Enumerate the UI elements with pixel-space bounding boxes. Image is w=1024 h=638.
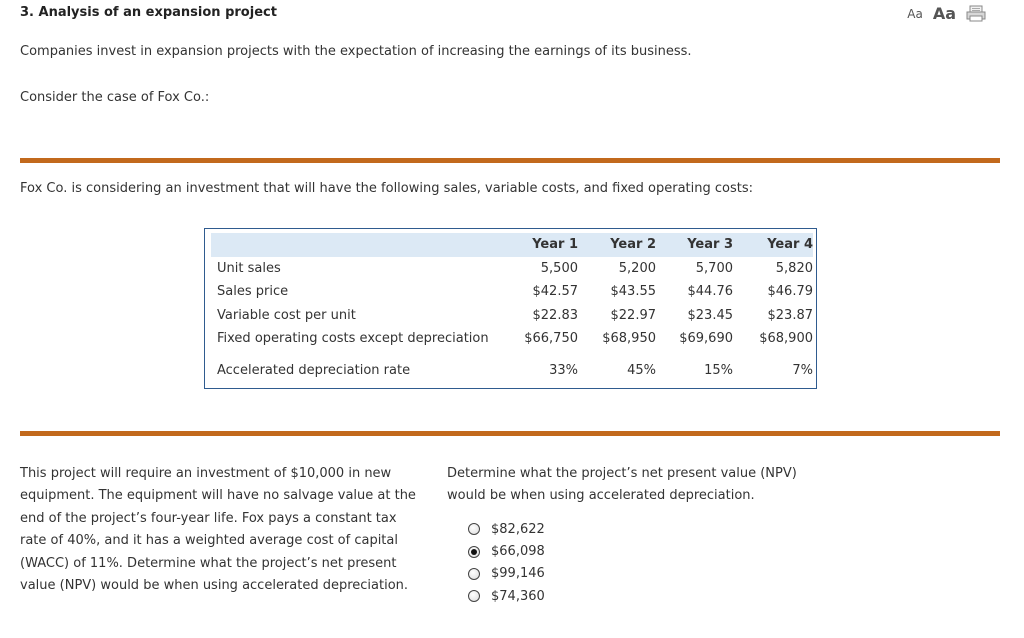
- table-cell: $22.83: [532, 307, 579, 323]
- option-label: $66,098: [491, 544, 545, 560]
- table-cell: $66,750: [524, 331, 578, 347]
- table-cell: 5,700: [695, 260, 733, 276]
- table-cell: $68,900: [759, 331, 813, 347]
- table-cell: 15%: [704, 363, 733, 378]
- table-cell: $69,690: [679, 331, 733, 347]
- table-cell: $44.76: [687, 284, 734, 300]
- header-blank: [211, 233, 511, 257]
- radio-button-icon[interactable]: [468, 590, 480, 603]
- table-cell: $43.55: [610, 284, 657, 300]
- table-cell: $22.97: [610, 307, 657, 323]
- column-header-year-2: Year 2: [610, 237, 656, 253]
- page-title: 3. Analysis of an expansion project: [20, 5, 277, 20]
- column-header-year-1: Year 1: [532, 237, 578, 253]
- table-cell: 45%: [627, 363, 656, 378]
- row-label: Variable cost per unit: [217, 307, 356, 323]
- section-divider: [20, 158, 1000, 163]
- option-label: $74,360: [491, 588, 545, 604]
- radio-button-icon[interactable]: [468, 567, 480, 580]
- table-spacer: [211, 351, 813, 359]
- problem-statement: This project will require an investment …: [20, 466, 416, 594]
- answer-option-3[interactable]: $99,146: [468, 563, 545, 585]
- column-header-year-3: Year 3: [687, 237, 733, 253]
- cost-table: Year 1 Year 2 Year 3 Year 4 Unit sales 5…: [204, 228, 817, 389]
- fox-description: Fox Co. is considering an investment tha…: [20, 181, 754, 196]
- radio-button-icon[interactable]: [468, 523, 480, 536]
- table-cell: $23.45: [687, 307, 734, 323]
- table-header-row: Year 1 Year 2 Year 3 Year 4: [211, 233, 813, 257]
- consider-text: Consider the case of Fox Co.:: [20, 90, 210, 105]
- section-divider: [20, 431, 1000, 436]
- table-cell: $68,950: [602, 331, 656, 347]
- table-cell: $46.79: [767, 284, 814, 300]
- font-size-small-button[interactable]: Aa: [907, 6, 923, 21]
- table-cell: 5,500: [540, 260, 578, 276]
- table-row: Sales price $42.57 $43.55 $44.76 $46.79: [211, 280, 813, 304]
- option-label: $82,622: [491, 521, 545, 537]
- answer-option-1[interactable]: $82,622: [468, 518, 545, 540]
- table-row: Variable cost per unit $22.83 $22.97 $23…: [211, 304, 813, 328]
- table-cell: 5,200: [618, 260, 656, 276]
- table-row: Fixed operating costs except depreciatio…: [211, 327, 813, 351]
- row-label: Unit sales: [217, 260, 281, 276]
- table-cell: 5,820: [775, 260, 813, 276]
- answer-option-4[interactable]: $74,360: [468, 585, 545, 607]
- table-cell: $42.57: [532, 284, 579, 300]
- row-label: Sales price: [217, 284, 289, 300]
- table-cell: $23.87: [767, 307, 814, 323]
- toolbar: Aa Aa: [907, 4, 986, 23]
- answer-option-2[interactable]: $66,098: [468, 540, 545, 562]
- table-row: Accelerated depreciation rate 33% 45% 15…: [211, 359, 813, 383]
- row-label: Fixed operating costs except depreciatio…: [217, 331, 489, 347]
- table-row: Unit sales 5,500 5,200 5,700 5,820: [211, 257, 813, 281]
- radio-button-selected-icon[interactable]: [468, 545, 480, 558]
- table-cell: 7%: [792, 363, 813, 378]
- table-cell: 33%: [549, 363, 578, 378]
- row-label: Accelerated depreciation rate: [217, 363, 411, 378]
- answer-options: $82,622 $66,098 $99,146 $74,360: [468, 518, 545, 608]
- option-label: $99,146: [491, 566, 545, 582]
- font-size-large-button[interactable]: Aa: [932, 4, 956, 23]
- question-text: Determine what the project’s net present…: [447, 466, 797, 504]
- column-header-year-4: Year 4: [767, 237, 813, 253]
- intro-text: Companies invest in expansion projects w…: [20, 44, 692, 59]
- print-icon[interactable]: [966, 5, 986, 22]
